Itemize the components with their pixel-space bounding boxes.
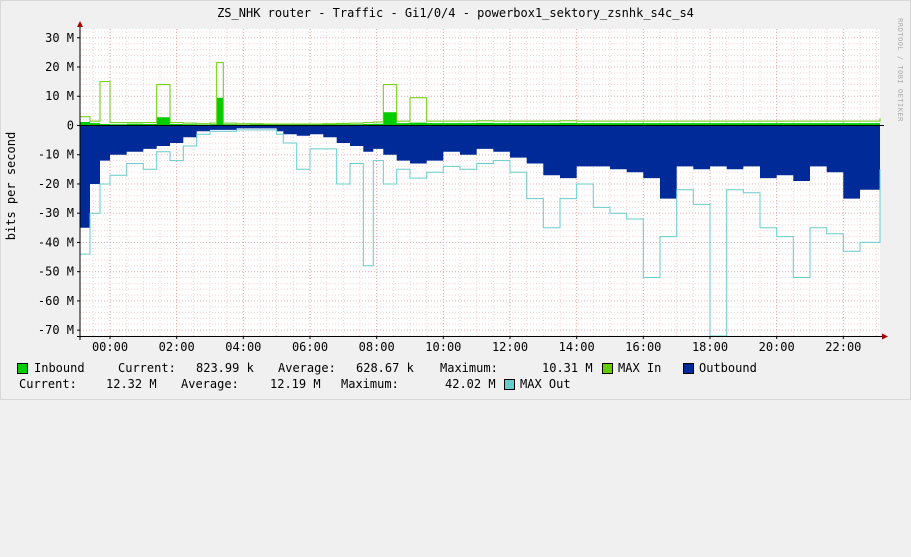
legend-inbound-name: Inbound [34, 361, 85, 375]
x-tick-label: 08:00 [359, 340, 395, 354]
y-tick-label: -60 M [38, 294, 74, 308]
x-tick-label: 14:00 [559, 340, 595, 354]
x-tick-label: 02:00 [159, 340, 195, 354]
y-tick-label: -20 M [38, 177, 74, 191]
legend-max-out-name: MAX Out [520, 377, 571, 391]
legend-inbound-swatch [17, 363, 28, 374]
legend-outbound-average: 12.19 M [270, 377, 321, 391]
x-tick-label: 06:00 [292, 340, 328, 354]
max-out-line [80, 129, 881, 337]
x-tick-label: 12:00 [492, 340, 528, 354]
outbound-area [80, 125, 880, 228]
legend-outbound-current-label: Current: [19, 377, 77, 391]
y-tick-label: 20 M [45, 60, 74, 74]
y-tick-label: -40 M [38, 235, 74, 249]
max-in-line [80, 62, 881, 125]
x-tick-label: 22:00 [825, 340, 861, 354]
y-tick-label: -30 M [38, 206, 74, 220]
x-tick-label: 18:00 [692, 340, 728, 354]
legend-outbound-maximum-label: Maximum: [341, 377, 399, 391]
legend-outbound-current: 12.32 M [106, 377, 157, 391]
legend-inbound-current: 823.99 k [196, 361, 254, 375]
y-tick-label: 10 M [45, 89, 74, 103]
x-axis-arrow [882, 333, 888, 340]
legend-outbound-average-label: Average: [181, 377, 239, 391]
x-tick-label: 16:00 [625, 340, 661, 354]
legend-inbound-average-label: Average: [278, 361, 336, 375]
x-tick-label: 04:00 [225, 340, 261, 354]
plot-area [80, 29, 880, 336]
x-tick-label: 10:00 [425, 340, 461, 354]
legend-row-1: Inbound Current: 823.99 k Average: 628.6… [0, 361, 911, 376]
traffic-chart: 30 M 20 M 10 M 0 -10 M -20 M -30 M -40 M -50 M -6… [38, 21, 888, 354]
chart-title: ZS_NHK router - Traffic - Gi1/0/4 - powe… [217, 6, 694, 20]
y-axis-arrow [77, 21, 83, 27]
x-tick-label: 20:00 [759, 340, 795, 354]
legend-inbound-maximum-label: Maximum: [440, 361, 498, 375]
y-tick-label: 0 [67, 118, 74, 132]
y-tick-label: -10 M [38, 148, 74, 162]
legend-max-out-swatch [504, 379, 515, 390]
legend-outbound-name: Outbound [699, 361, 757, 375]
x-tick-label: 00:00 [92, 340, 128, 354]
legend-outbound-maximum: 42.02 M [445, 377, 496, 391]
legend-inbound-current-label: Current: [118, 361, 176, 375]
y-tick-label: 30 M [45, 31, 74, 45]
inbound-area [80, 97, 880, 126]
y-tick-label: -50 M [38, 265, 74, 279]
legend-outbound-swatch [683, 363, 694, 374]
legend-inbound-average: 628.67 k [356, 361, 414, 375]
legend-row-2: Current: 12.32 M Average: 12.19 M Maximu… [0, 377, 911, 392]
legend-max-in-swatch [602, 363, 613, 374]
y-tick-label: -70 M [38, 323, 74, 337]
legend-inbound-maximum: 10.31 M [542, 361, 593, 375]
legend-max-in-name: MAX In [618, 361, 662, 375]
